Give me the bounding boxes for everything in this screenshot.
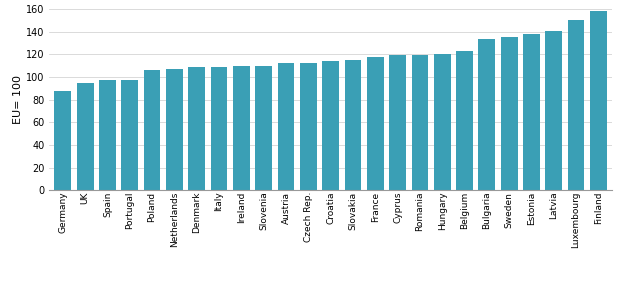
Bar [389,56,406,190]
Bar [255,66,272,190]
Bar [300,63,316,190]
Bar [99,80,116,190]
Bar [277,63,294,190]
Bar [412,56,428,190]
Bar [478,38,495,190]
Bar [322,61,339,190]
Bar [345,60,362,190]
Bar [233,66,250,190]
Bar [144,70,161,190]
Bar [77,83,93,190]
Y-axis label: EU= 100: EU= 100 [14,75,23,124]
Bar [434,54,451,190]
Bar [121,80,138,190]
Bar [367,57,384,190]
Bar [456,51,473,190]
Bar [54,91,71,190]
Bar [211,67,227,190]
Bar [188,67,205,190]
Bar [546,31,562,190]
Bar [523,34,540,190]
Bar [590,11,607,190]
Bar [166,69,183,190]
Bar [501,37,517,190]
Bar [568,21,585,190]
